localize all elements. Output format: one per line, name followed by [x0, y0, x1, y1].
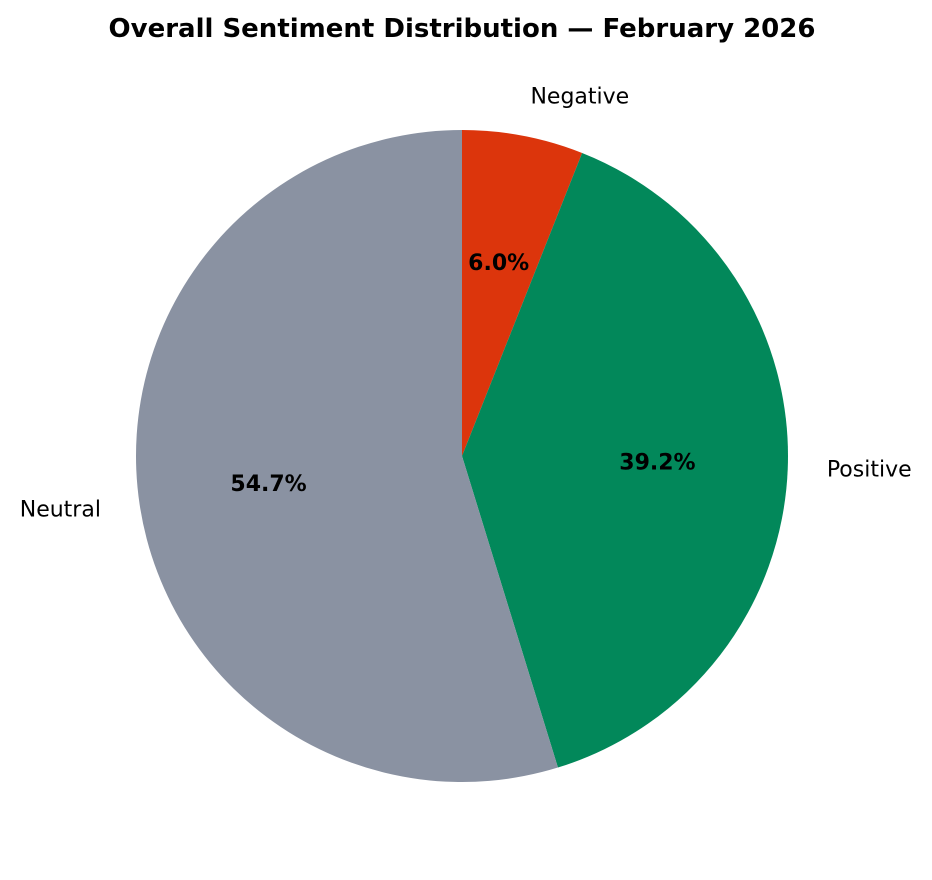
slice-label-positive: Positive	[827, 457, 912, 482]
chart-title: Overall Sentiment Distribution — Februar…	[109, 14, 816, 44]
slice-label-negative: Negative	[530, 84, 629, 109]
pct-label-positive: 39.2%	[619, 451, 695, 476]
pct-label-neutral: 54.7%	[230, 472, 306, 497]
pct-label-negative: 6.0%	[468, 251, 529, 276]
slice-label-neutral: Neutral	[20, 497, 101, 522]
